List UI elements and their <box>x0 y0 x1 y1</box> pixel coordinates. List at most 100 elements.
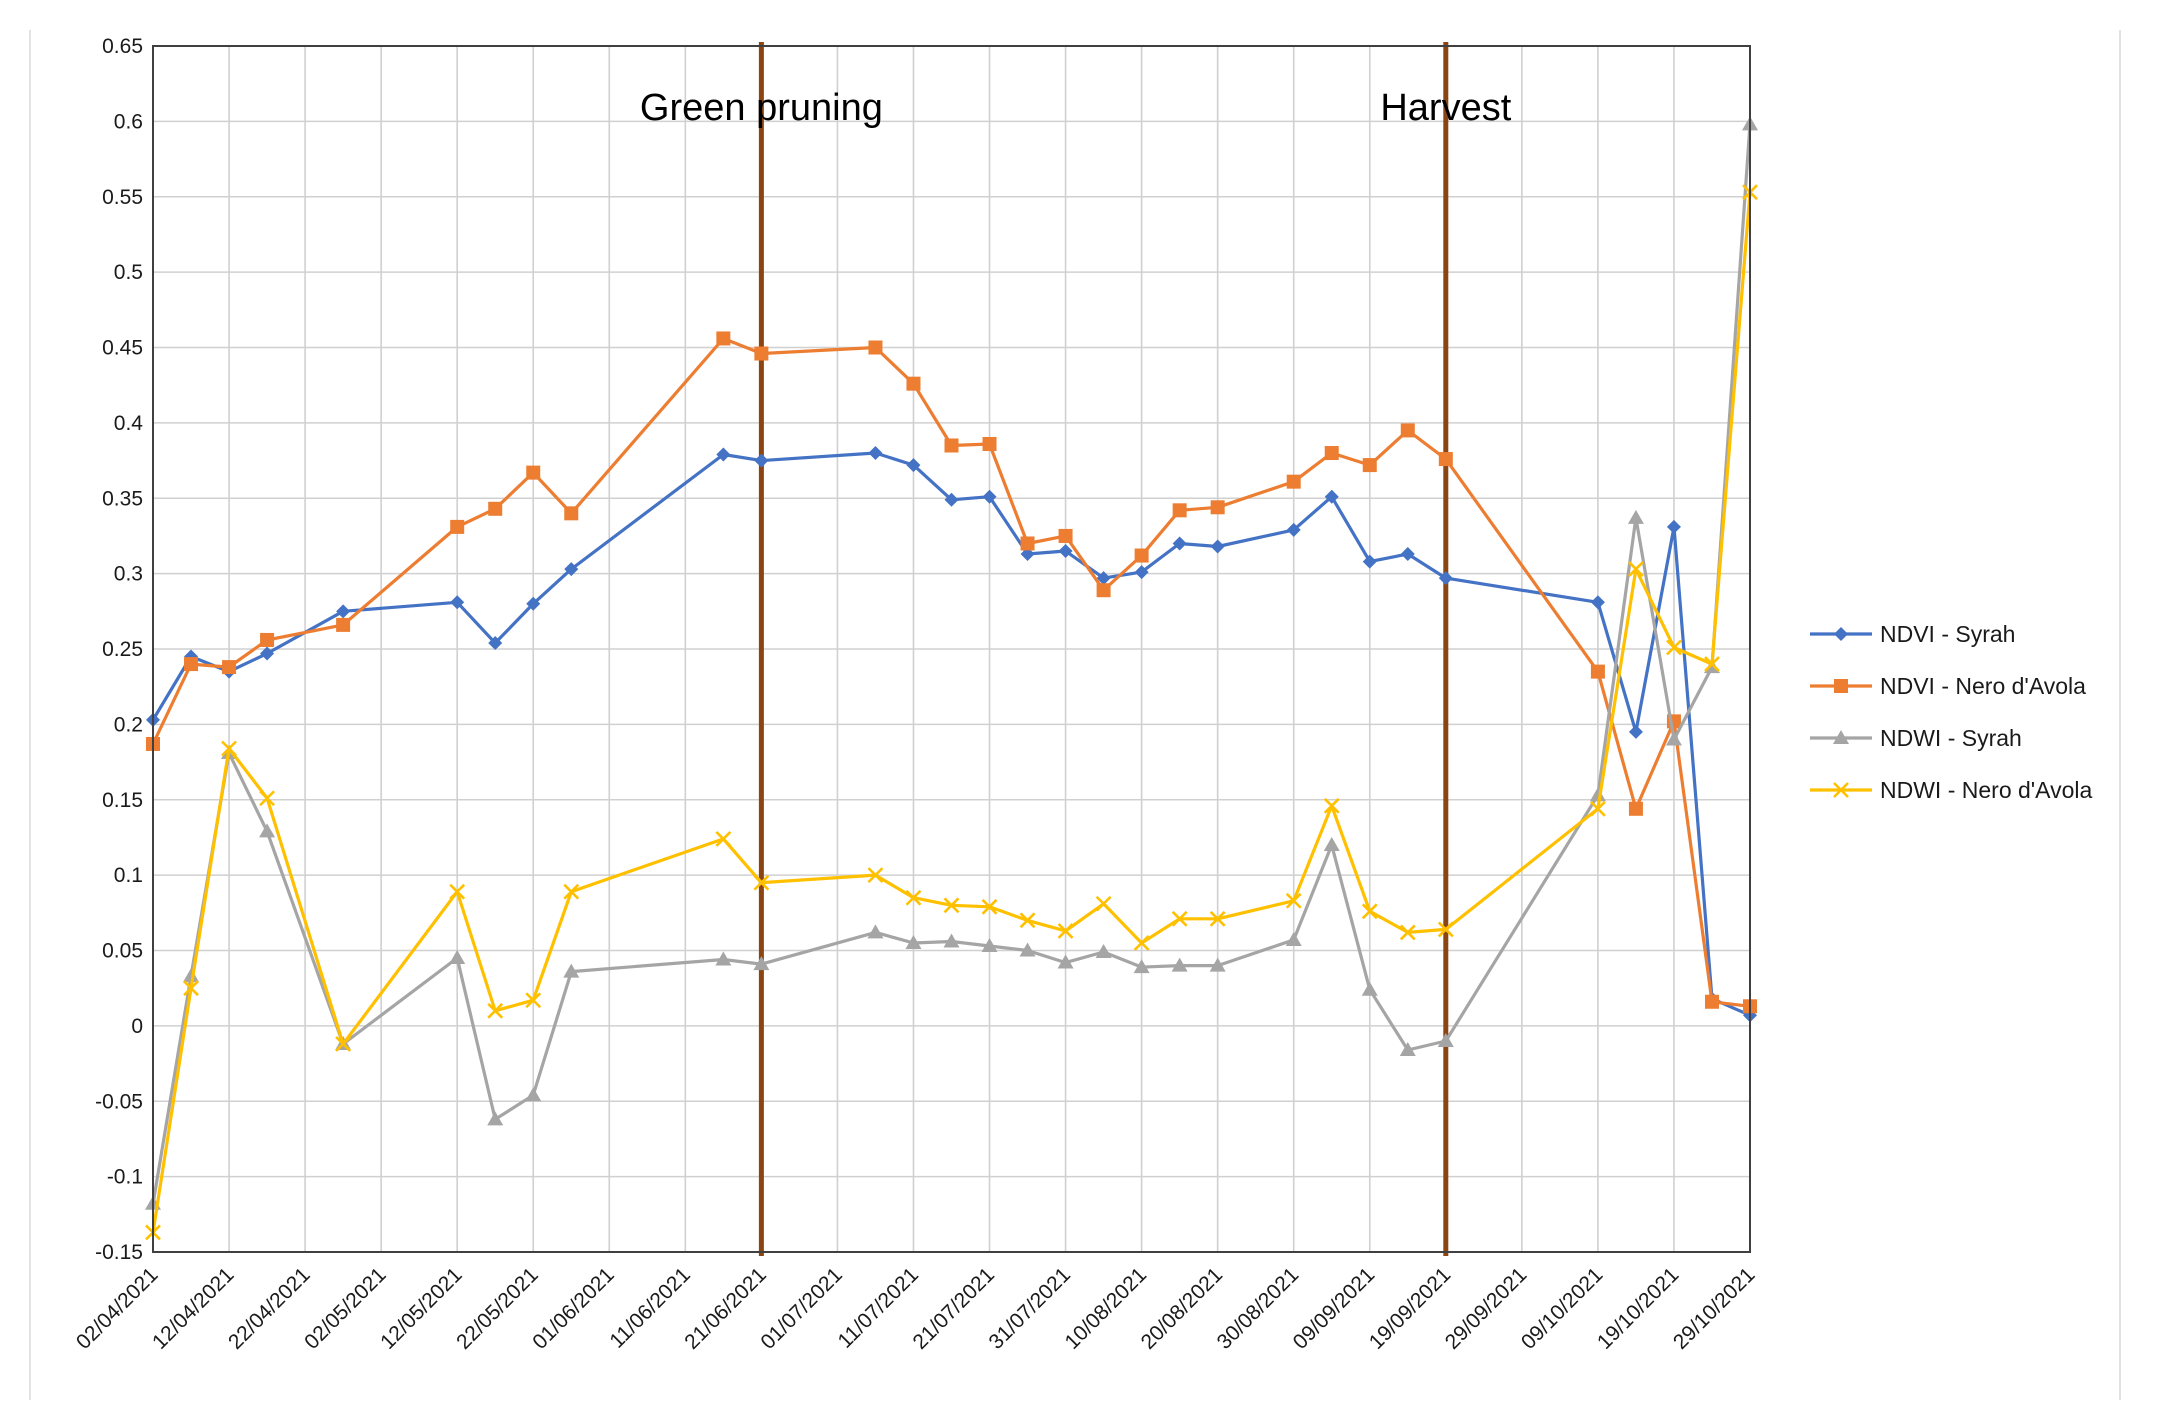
y-tick-label: 0.1 <box>114 864 143 887</box>
data-point <box>449 883 466 900</box>
data-point <box>1438 571 1453 586</box>
data-point <box>564 562 579 577</box>
data-point <box>868 446 883 461</box>
data-point <box>183 968 200 983</box>
data-point <box>563 883 580 900</box>
data-point <box>1665 731 1682 746</box>
y-axis-tick-labels: 0.65 0.6 0.55 0.5 0.45 0.4 0.35 0.3 0.25 0.2 0.15 0… <box>95 35 143 1264</box>
data-point <box>450 519 465 534</box>
y-tick-label: 0.05 <box>102 940 143 963</box>
y-tick-label: 0.45 <box>102 337 143 360</box>
data-point <box>1209 957 1226 972</box>
data-point <box>1096 571 1111 586</box>
data-point <box>944 492 959 507</box>
data-point <box>905 934 922 949</box>
data-point <box>259 790 275 807</box>
data-point <box>449 950 466 965</box>
data-point <box>184 657 199 672</box>
data-point <box>1628 801 1643 816</box>
data-point <box>1019 912 1036 929</box>
data-point <box>488 501 503 516</box>
data-point <box>753 956 770 971</box>
legend-item: NDVI - Syrah <box>1810 621 2015 647</box>
data-point <box>715 831 732 847</box>
data-point <box>1666 519 1681 534</box>
event-label: Green pruning <box>640 87 883 129</box>
data-point <box>905 889 922 906</box>
data-point <box>1095 944 1112 959</box>
legend-label: NDWI - Nero d'Avola <box>1880 777 2093 803</box>
data-point <box>259 823 276 838</box>
data-point <box>1627 509 1644 524</box>
data-point <box>563 963 580 978</box>
data-point <box>1020 547 1035 562</box>
data-point <box>754 453 769 468</box>
legend-label: NDVI - Nero d'Avola <box>1880 673 2086 699</box>
data-point <box>1286 522 1301 537</box>
data-point <box>1704 656 1720 672</box>
data-point <box>1058 544 1073 559</box>
data-point <box>943 933 960 948</box>
data-point <box>336 604 351 619</box>
data-point <box>1133 935 1150 951</box>
y-tick-label: 0.65 <box>102 35 143 58</box>
data-point <box>1134 565 1149 580</box>
series-0 <box>146 446 1757 1023</box>
gridlines <box>152 45 1751 1253</box>
data-point <box>1400 547 1415 562</box>
legend-item: NDVI - Nero d'Avola <box>1810 673 2086 699</box>
data-point <box>1324 489 1339 504</box>
data-point <box>1589 800 1606 817</box>
data-point <box>1361 981 1378 996</box>
data-point <box>1019 942 1036 957</box>
data-point <box>526 465 541 480</box>
data-point <box>1171 910 1188 927</box>
data-point <box>335 1036 352 1052</box>
y-tick-label: 0.4 <box>114 412 144 435</box>
data-point <box>1323 797 1340 814</box>
data-point <box>1323 836 1340 851</box>
data-point <box>525 992 542 1009</box>
data-point <box>1133 959 1150 974</box>
legend-item: NDWI - Syrah <box>1810 725 2022 751</box>
data-point <box>982 436 997 451</box>
legend: NDVI - Syrah NDVI - Nero d'Avola NDWI - Sy… <box>1810 621 2093 803</box>
data-point <box>183 980 199 997</box>
data-point <box>1834 627 1848 641</box>
data-point <box>487 1111 504 1126</box>
y-tick-label: -0.1 <box>107 1166 143 1189</box>
data-point <box>526 596 541 611</box>
data-point <box>564 506 579 521</box>
y-tick-label: 0.6 <box>114 110 143 133</box>
data-point <box>1628 724 1643 739</box>
data-point <box>715 951 732 966</box>
y-tick-label: 0.2 <box>114 713 143 736</box>
y-tick-label: -0.15 <box>95 1241 143 1264</box>
data-point <box>260 632 275 647</box>
data-point <box>450 595 465 610</box>
data-point <box>1399 924 1416 941</box>
data-point <box>1171 957 1188 972</box>
data-point <box>716 331 731 346</box>
data-point <box>981 898 998 915</box>
data-point <box>488 635 503 650</box>
data-point <box>982 489 997 504</box>
data-point <box>906 458 921 473</box>
data-point <box>1058 528 1073 543</box>
data-point <box>868 340 883 355</box>
data-point <box>943 897 960 914</box>
data-point <box>1209 910 1226 927</box>
event-markers: Green pruning Harvest <box>640 42 1512 1256</box>
data-point <box>525 1087 542 1102</box>
data-point <box>1362 554 1377 569</box>
data-point <box>754 346 769 361</box>
data-point <box>944 438 959 453</box>
data-point <box>753 874 770 891</box>
y-tick-label: -0.05 <box>95 1090 143 1113</box>
data-point <box>1833 730 1849 744</box>
y-tick-label: 0 <box>131 1015 143 1038</box>
data-point <box>1590 595 1605 610</box>
data-point <box>867 867 884 884</box>
data-point <box>906 376 921 391</box>
